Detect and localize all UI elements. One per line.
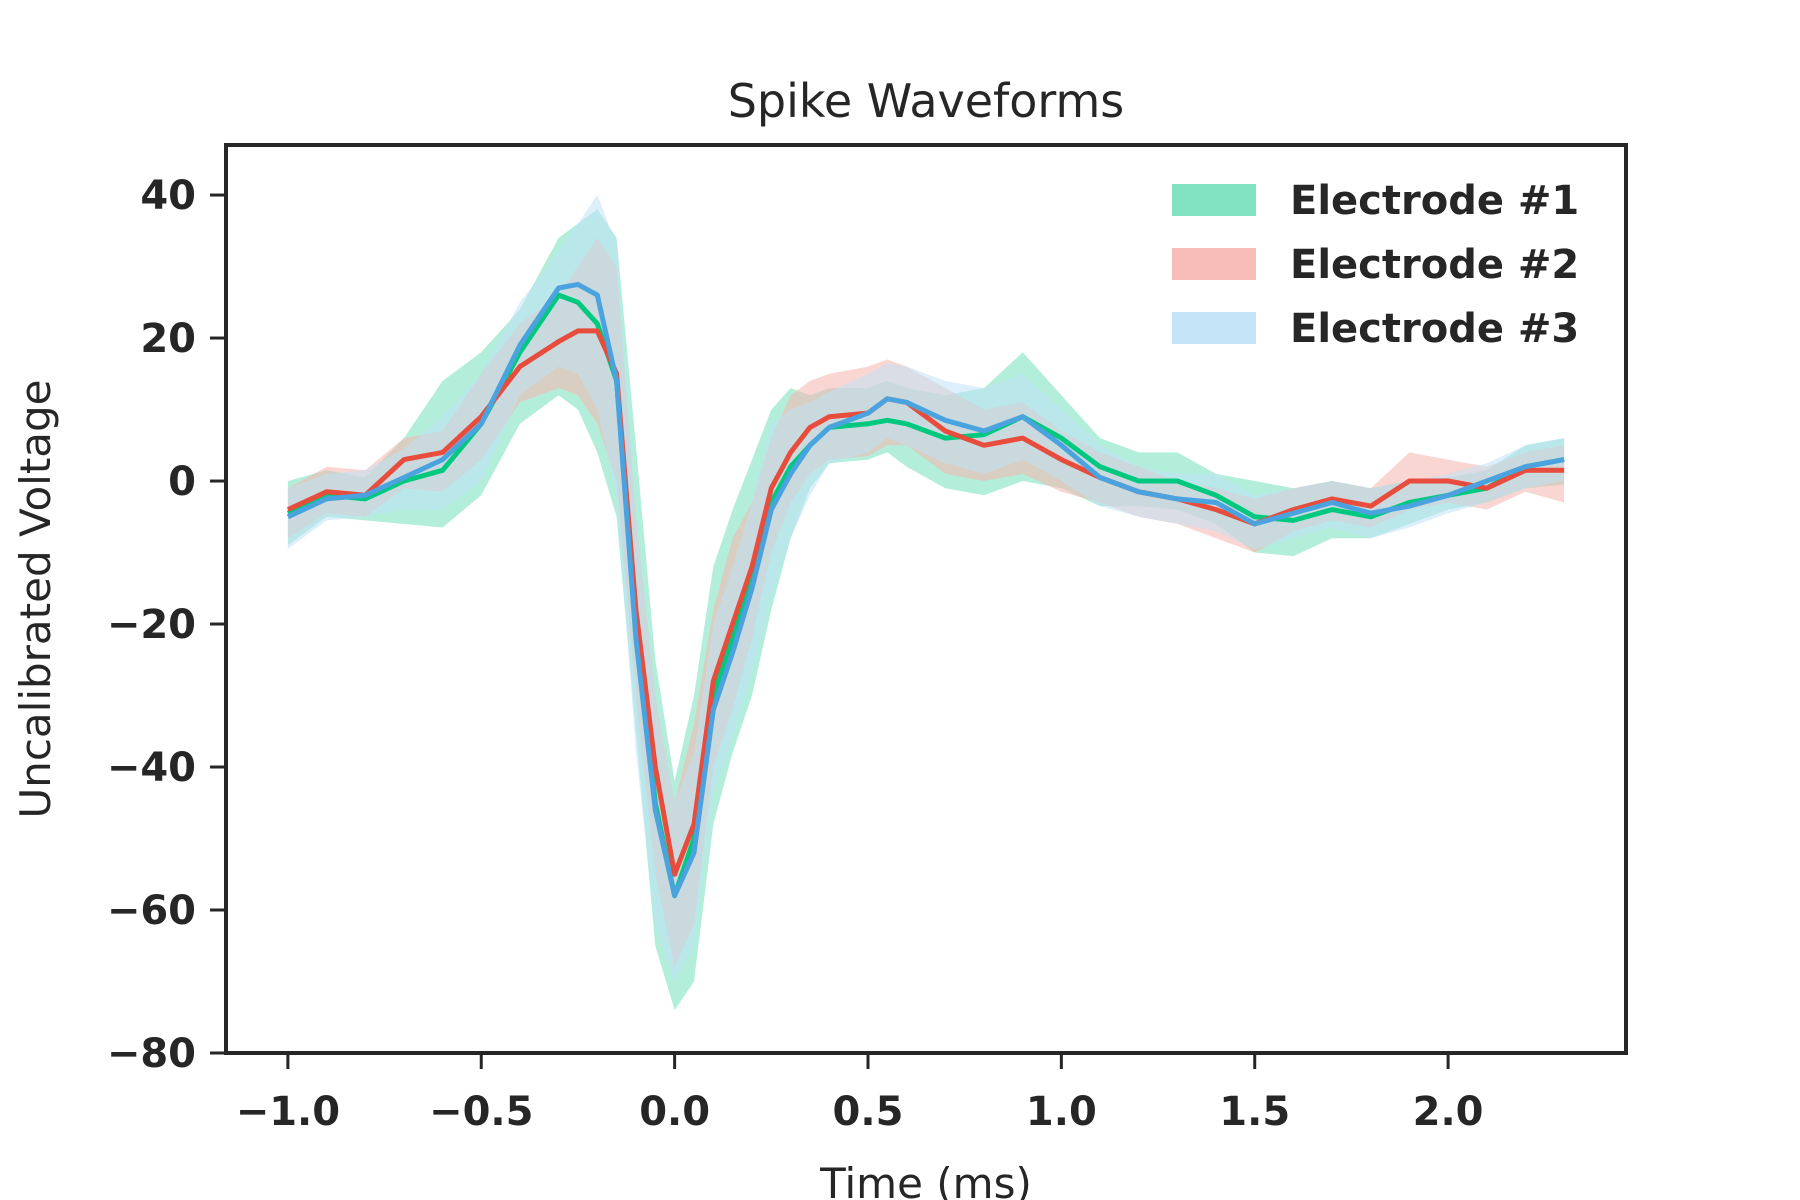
series-lines [286,281,1565,899]
plot-frame [224,143,1628,1055]
electrode-3-legend-label: Electrode #3 [1290,306,1579,352]
y-tick-label: 40 [140,173,196,219]
x-tick-label: 0.5 [833,1089,904,1135]
x-tick-label: −0.5 [429,1089,533,1135]
electrode-1-legend-swatch [1172,184,1256,216]
legend: Electrode #1 Electrode #2 Electrode #3 [1172,178,1579,352]
electrode-2-line [286,328,1565,877]
x-tick-label: 2.0 [1413,1089,1484,1135]
electrode-2-legend-label: Electrode #2 [1290,242,1579,288]
y-tick-label: −20 [107,602,196,648]
x-tick-label: −1.0 [236,1089,340,1135]
y-axis-label: Uncalibrated Voltage [11,379,60,818]
y-tick-label: −80 [107,1031,196,1077]
y-tick-label: −60 [107,888,196,934]
x-tick-label: 0.0 [639,1089,710,1135]
y-tick-label: 0 [168,459,196,505]
electrode-3-band [287,195,1565,982]
x-axis-label: Time (ms) [819,1159,1032,1200]
chart-title: Spike Waveforms [728,74,1125,128]
electrode-3-line [286,281,1565,899]
x-tick-label: 1.0 [1026,1089,1097,1135]
electrode-2-legend-swatch [1172,248,1256,280]
x-axis-ticks: −1.0 −0.5 0.0 0.5 1.0 1.5 2.0 [236,1053,1484,1135]
confidence-bands [287,195,1565,1011]
y-tick-label: 20 [140,316,196,362]
y-axis-ticks: −80 −60 −40 −20 0 20 40 [107,173,226,1077]
electrode-3-legend-swatch [1172,312,1256,344]
y-tick-label: −40 [107,745,196,791]
electrode-1-legend-label: Electrode #1 [1290,178,1579,224]
x-tick-label: 1.5 [1219,1089,1290,1135]
